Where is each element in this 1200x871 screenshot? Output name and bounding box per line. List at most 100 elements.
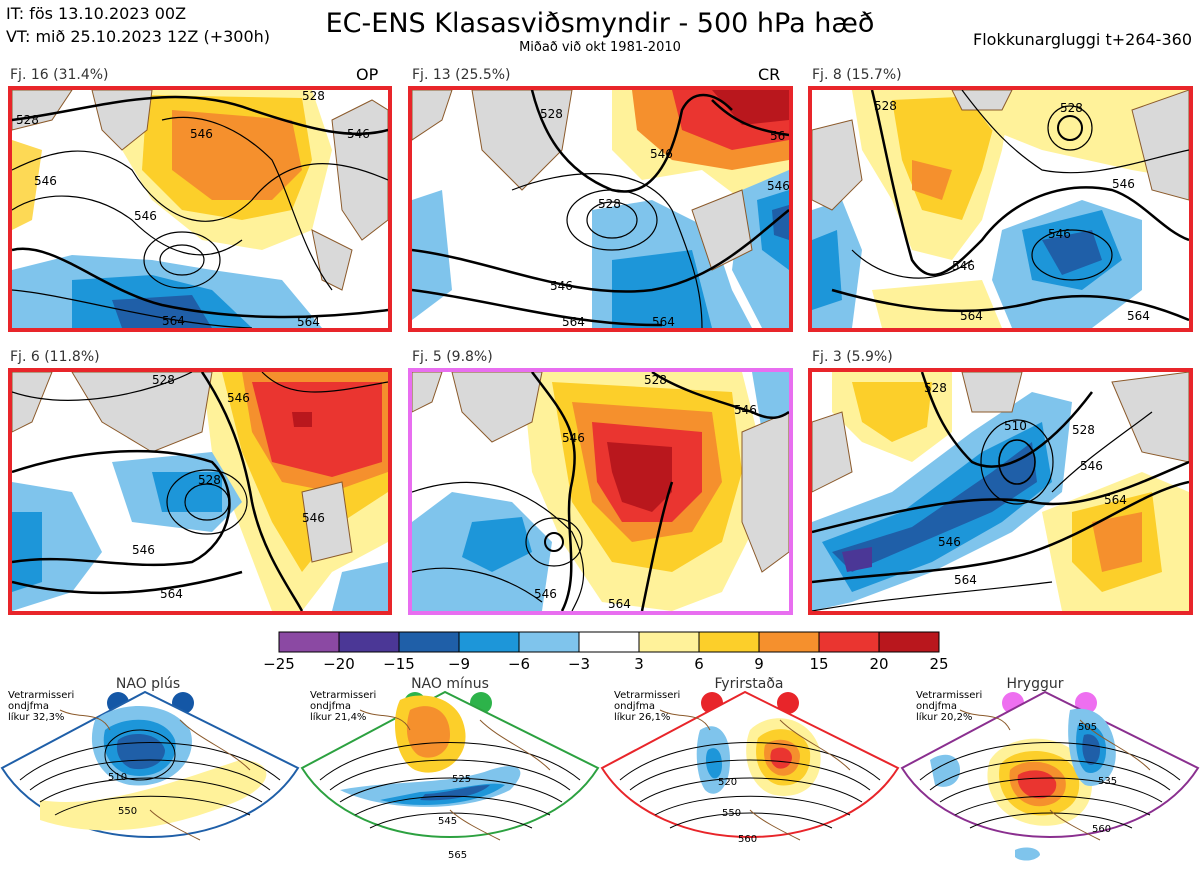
- cbar-seg: [878, 631, 940, 653]
- cluster-map-4: 528 546 528 546 564 546: [8, 368, 392, 615]
- contour-label: 546: [347, 127, 370, 141]
- contour-label: 546: [1048, 227, 1071, 241]
- regime-prob-sub: ondjfma: [310, 701, 351, 712]
- regime-3-map: 520 550 560: [600, 690, 900, 845]
- contour-label: 546: [134, 209, 157, 223]
- contour-label: 528: [644, 373, 667, 387]
- regime-contour-label: 525: [452, 774, 471, 785]
- cluster-map-3: 528 528 546 546 546 564 564: [808, 86, 1193, 332]
- contour-label: 546: [1080, 459, 1103, 473]
- regime-prob-sub: ondjfma: [614, 701, 655, 712]
- contour-label: 546: [938, 535, 961, 549]
- cbar-tick: 20: [869, 655, 889, 673]
- land-masses: [12, 372, 353, 563]
- cbar-seg: [518, 631, 580, 653]
- regime-contour-label: 510: [108, 772, 127, 783]
- map-6-svg: 528 510 528 546 564 546 564: [812, 372, 1189, 611]
- contour-label: 546: [562, 431, 585, 445]
- contour-label: 528: [302, 90, 325, 103]
- regime-2-prob: Vetrarmisseri ondjfma líkur 21,4%: [310, 690, 376, 723]
- anomaly-fills: [412, 372, 789, 611]
- cbar-tick: −9: [447, 655, 471, 673]
- cbar-tick: −20: [323, 655, 355, 673]
- height-contours: [12, 95, 388, 328]
- regime-contour-label: 565: [448, 850, 467, 861]
- anomaly-fills: [12, 90, 332, 328]
- cbar-tick: 15: [809, 655, 829, 673]
- contour-label: 528: [540, 107, 563, 121]
- panel-4-label: Fj. 6 (11.8%): [10, 349, 100, 365]
- cluster-map-6: 528 510 528 546 564 546 564: [808, 368, 1193, 615]
- contour-label: 510: [1004, 419, 1027, 433]
- land-masses: [412, 372, 789, 573]
- cbar-seg: [278, 631, 340, 653]
- regime-prob-value: líkur 32,3%: [8, 712, 65, 723]
- map-1-svg: 528 546 546 546 564 546 528 564: [12, 90, 388, 328]
- cbar-tick: 6: [694, 655, 704, 673]
- contour-label: 528: [198, 473, 221, 487]
- regime-4-map: 505 535 560: [900, 690, 1200, 861]
- cbar-tick: −15: [383, 655, 415, 673]
- contour-label: 564: [297, 315, 320, 328]
- regime-prob-sub: ondjfma: [916, 701, 957, 712]
- panel-2-tag: CR: [758, 65, 781, 84]
- height-contours: [12, 372, 388, 611]
- land-masses: [812, 372, 1189, 493]
- cbar-seg: [398, 631, 460, 653]
- regime-contour-label: 545: [438, 816, 457, 827]
- contour-labels: 528 546 546 546 564: [534, 373, 757, 611]
- panel-2-label: Fj. 13 (25.5%): [412, 67, 511, 83]
- regime-prob-title: Vetrarmisseri: [916, 690, 983, 701]
- init-time: IT: fös 13.10.2023 00Z: [6, 4, 187, 23]
- regime-3-name: Fyrirstaða: [714, 676, 784, 692]
- anomaly-fills: [812, 90, 1189, 328]
- regime-4-prob: Vetrarmisseri ondjfma líkur 20,2%: [916, 690, 982, 723]
- regime-contour-label: 560: [738, 834, 757, 845]
- contour-label: 546: [132, 543, 155, 557]
- anomaly-fills: [12, 372, 388, 611]
- colorbar: [278, 631, 940, 653]
- regime-1-name: NAO plús: [115, 676, 181, 692]
- contour-label: 546: [734, 403, 757, 417]
- contour-label: 546: [1112, 177, 1135, 191]
- cluster-map-2: 528 546 528 546 564 564 546 56: [408, 86, 793, 332]
- map-5-svg: 528 546 546 546 564: [412, 372, 789, 611]
- height-contours: [412, 90, 789, 328]
- cbar-tick: 3: [634, 655, 644, 673]
- height-contours: [831, 90, 1189, 322]
- height-contours: [412, 372, 789, 611]
- regime-1-map: 510 550: [0, 690, 300, 841]
- regime-contour-label: 520: [718, 777, 737, 788]
- regime-prob-value: líkur 21,4%: [310, 712, 367, 723]
- regime-prob-sub: ondjfma: [8, 701, 49, 712]
- regime-4-name: Hryggur: [1006, 676, 1064, 692]
- contour-label: 564: [162, 314, 185, 328]
- panel-1-tag: OP: [356, 65, 379, 84]
- regime-2-name: NAO mínus: [411, 676, 489, 692]
- regime-3-prob: Vetrarmisseri ondjfma líkur 26,1%: [614, 690, 680, 723]
- regime-4-dot-right: [1075, 692, 1097, 714]
- contour-label: 528: [152, 373, 175, 387]
- contour-label: 546: [534, 587, 557, 601]
- panel-1-label: Fj. 16 (31.4%): [10, 67, 109, 83]
- contour-label: 546: [767, 179, 789, 193]
- map-4-svg: 528 546 528 546 564 546: [12, 372, 388, 611]
- contour-labels: 528 546 528 546 564 564 546 56: [540, 107, 789, 328]
- contour-label: 546: [650, 147, 673, 161]
- contour-label: 546: [34, 174, 57, 188]
- cbar-tick: 25: [929, 655, 949, 673]
- contour-label: 564: [954, 573, 977, 587]
- regime-contour-label: 550: [722, 808, 741, 819]
- contour-label: 546: [227, 391, 250, 405]
- regime-1-prob: Vetrarmisseri ondjfma líkur 32,3%: [8, 690, 74, 723]
- cbar-seg: [698, 631, 760, 653]
- regime-contour-label: 505: [1078, 722, 1097, 733]
- contour-label: 564: [160, 587, 183, 601]
- contour-label: 528: [16, 113, 39, 127]
- cbar-tick: −6: [507, 655, 531, 673]
- cbar-tick: 9: [754, 655, 764, 673]
- contour-labels: 528 528 546 546 546 564 564: [874, 99, 1150, 323]
- page-title: EC-ENS Klasasviðsmyndir - 500 hPa hæð: [325, 8, 875, 39]
- contour-label: 546: [952, 259, 975, 273]
- cbar-seg: [458, 631, 520, 653]
